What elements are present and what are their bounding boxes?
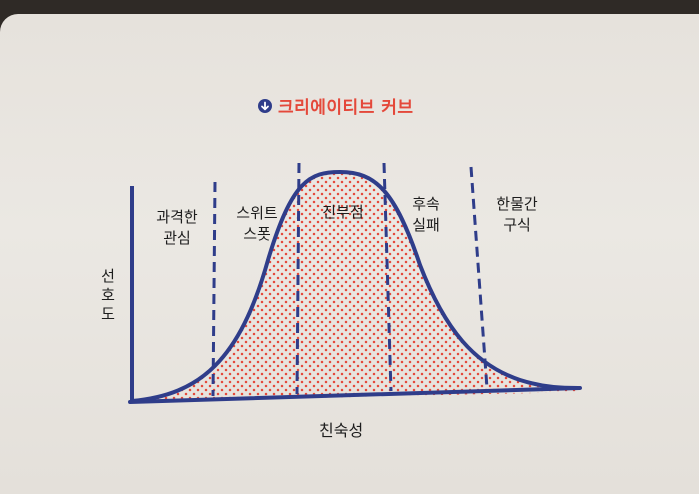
divider-4 <box>469 166 489 389</box>
divider-2 <box>295 162 301 395</box>
curve-area-fill <box>132 172 578 402</box>
down-arrow-circle-icon <box>258 98 272 113</box>
y-axis-label: 선 호 도 <box>101 267 115 323</box>
divider-1 <box>211 181 217 397</box>
region-label-cliche: 진부점 <box>322 203 364 221</box>
diagram-title: 크리에이티브 커브 <box>258 93 414 118</box>
title-text: 크리에이티브 커브 <box>278 98 414 118</box>
region-label-outdated: 한물간 구식 <box>496 195 538 234</box>
creative-curve <box>130 169 580 403</box>
region-label-sweet-spot: 스위트 스폿 <box>236 204 278 243</box>
region-label-follow-up-failure: 후속 실패 <box>412 195 440 234</box>
x-axis <box>128 386 582 404</box>
x-axis-label: 친숙성 <box>319 421 364 440</box>
divider-3 <box>382 162 393 392</box>
region-label-excessive-interest: 과격한 관심 <box>156 208 198 247</box>
